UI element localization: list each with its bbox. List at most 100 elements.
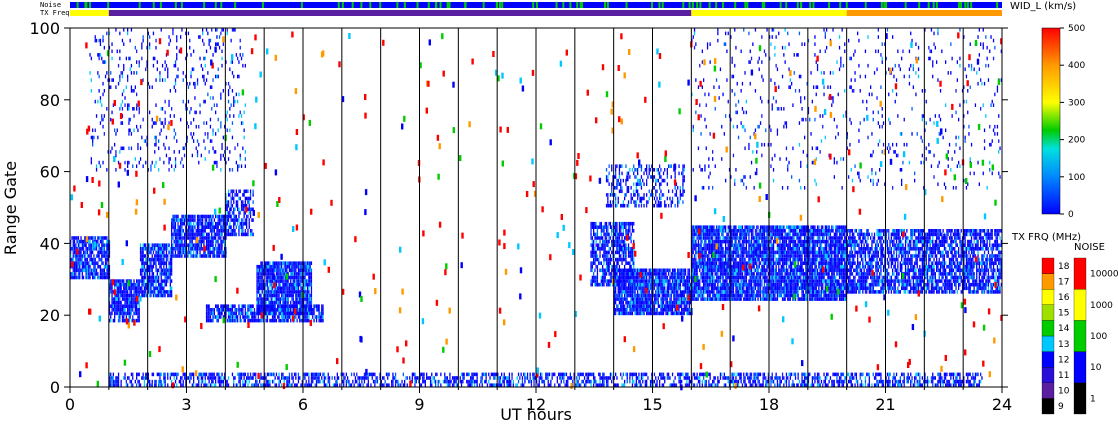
echo-cell bbox=[621, 268, 623, 273]
echo-cell bbox=[220, 229, 222, 233]
noise-bar-mark bbox=[606, 2, 609, 8]
echo-cell bbox=[750, 236, 753, 240]
echo-cell bbox=[220, 225, 222, 229]
echo-cell bbox=[88, 239, 90, 244]
echo-cell bbox=[596, 268, 599, 273]
echo-cell bbox=[161, 279, 164, 283]
echo-cell bbox=[726, 239, 728, 244]
echo-cell bbox=[181, 218, 183, 222]
echo-cell bbox=[705, 275, 707, 280]
echo-cell bbox=[172, 247, 174, 251]
echo-cell bbox=[265, 318, 267, 323]
echo-cell bbox=[622, 243, 624, 247]
echo-cell bbox=[89, 243, 91, 247]
echo-cell bbox=[268, 300, 270, 305]
echo-cell bbox=[94, 275, 96, 280]
echo-cell bbox=[292, 264, 294, 269]
echo-cell bbox=[147, 275, 149, 280]
echo-cell bbox=[752, 286, 754, 291]
echo-cell bbox=[150, 286, 152, 291]
echo-cell bbox=[233, 318, 235, 323]
echo-cell bbox=[72, 275, 74, 280]
echo-cell bbox=[747, 239, 749, 244]
echo-cell bbox=[75, 268, 77, 273]
echo-cell bbox=[695, 261, 697, 265]
echo-cell bbox=[243, 193, 245, 197]
echo-cell bbox=[726, 236, 728, 240]
echo-cell bbox=[660, 300, 662, 305]
echo-cell bbox=[71, 275, 73, 280]
echo-cell bbox=[191, 214, 193, 219]
echo-cell bbox=[603, 243, 605, 247]
echo-cell bbox=[772, 272, 775, 276]
echo-cell bbox=[643, 300, 645, 305]
noise-bar-mark bbox=[696, 2, 699, 8]
echo-cell bbox=[209, 315, 212, 319]
echo-cell bbox=[708, 250, 710, 255]
echo-cell bbox=[713, 232, 715, 237]
echo-cell bbox=[259, 286, 261, 291]
echo-cell bbox=[221, 214, 223, 219]
echo-cell bbox=[158, 247, 160, 251]
echo-cell bbox=[191, 232, 193, 237]
echo-cell bbox=[593, 279, 595, 283]
echo-cell bbox=[215, 247, 217, 251]
echo-cell bbox=[234, 304, 236, 308]
echo-cell bbox=[111, 308, 113, 312]
echo-cell bbox=[691, 229, 693, 233]
echo-cell bbox=[149, 286, 151, 291]
echo-cell bbox=[169, 261, 171, 265]
echo-cell bbox=[73, 250, 76, 255]
echo-cell bbox=[169, 264, 171, 269]
echo-cell bbox=[728, 272, 731, 276]
noise-bar-mark bbox=[234, 2, 237, 8]
echo-cell bbox=[762, 286, 764, 291]
echo-cell bbox=[627, 290, 630, 294]
echo-cell bbox=[104, 236, 107, 240]
echo-cell bbox=[304, 264, 306, 269]
echo-cell bbox=[249, 232, 252, 237]
echo-cell bbox=[700, 236, 702, 240]
echo-cell bbox=[139, 247, 142, 251]
echo-cell bbox=[207, 254, 209, 258]
echo-cell bbox=[626, 290, 628, 294]
echo-cell bbox=[112, 300, 114, 305]
echo-cell bbox=[159, 286, 161, 291]
echo-cell bbox=[665, 300, 667, 305]
echo-cell bbox=[763, 275, 766, 280]
echo-cell bbox=[639, 293, 641, 298]
echo-cell bbox=[287, 264, 289, 269]
echo-cell bbox=[723, 293, 725, 298]
echo-cell bbox=[227, 315, 230, 319]
echo-cell bbox=[691, 290, 693, 294]
echo-cell bbox=[209, 225, 212, 229]
echo-cell bbox=[150, 279, 152, 283]
echo-cell bbox=[622, 239, 624, 244]
echo-cell bbox=[101, 236, 103, 240]
echo-cell bbox=[620, 304, 622, 308]
echo-cell bbox=[712, 286, 714, 291]
echo-cell bbox=[701, 290, 703, 294]
echo-cell bbox=[152, 286, 155, 291]
noise-bar-mark bbox=[300, 2, 303, 8]
echo-cell bbox=[656, 282, 658, 287]
echo-cell bbox=[749, 243, 751, 247]
echo-cell bbox=[178, 250, 180, 255]
echo-cell bbox=[249, 211, 252, 215]
echo-cell bbox=[692, 282, 694, 287]
echo-cell bbox=[147, 247, 149, 251]
echo-cell bbox=[168, 250, 170, 255]
echo-cell bbox=[722, 282, 724, 287]
echo-cell bbox=[630, 257, 632, 262]
echo-cell bbox=[624, 279, 626, 283]
echo-cell bbox=[161, 247, 164, 251]
echo-cell bbox=[705, 272, 707, 276]
echo-cell bbox=[155, 254, 157, 258]
echo-cell bbox=[230, 229, 232, 233]
echo-cell bbox=[240, 318, 243, 323]
echo-cell bbox=[730, 257, 732, 262]
echo-cell bbox=[186, 221, 188, 226]
echo-cell bbox=[704, 261, 706, 265]
echo-cell bbox=[736, 261, 738, 265]
echo-cell bbox=[771, 236, 773, 240]
